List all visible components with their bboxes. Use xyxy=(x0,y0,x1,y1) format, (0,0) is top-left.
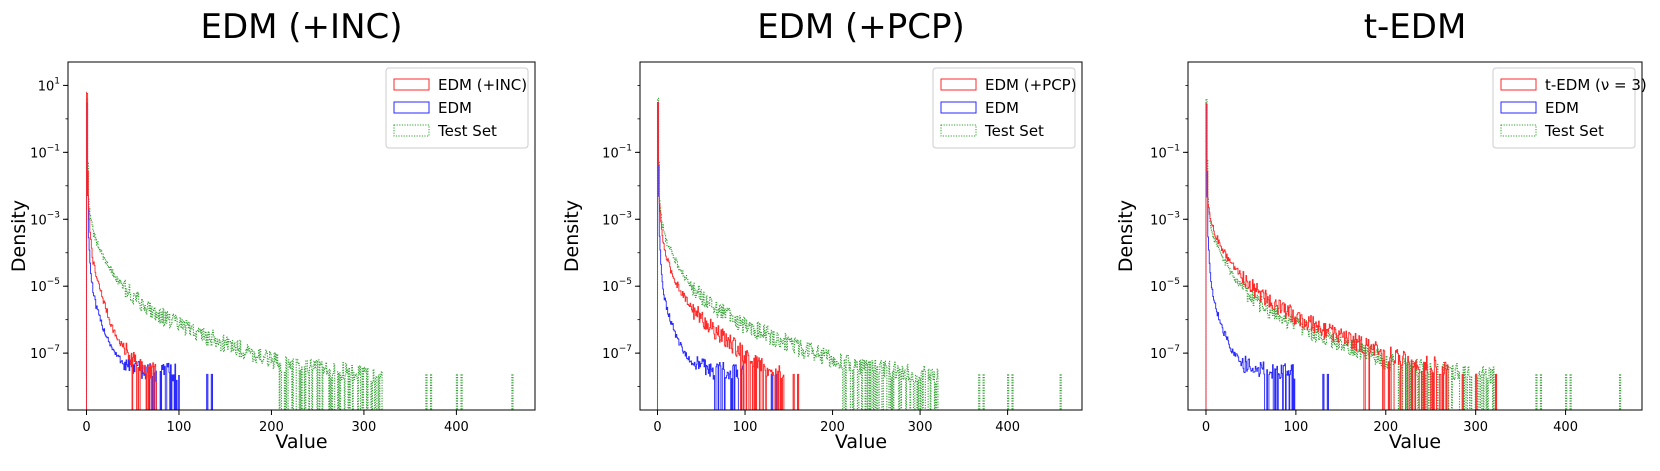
histogram-series-2 xyxy=(85,97,384,410)
x-tick-label: 200 xyxy=(820,420,845,435)
legend-swatch xyxy=(940,78,977,91)
chart-panel-edm-inc: EDM (+INC) Value Density 0 100 200 300 400 101 10… xyxy=(0,0,553,471)
legend-label: EDM xyxy=(985,99,1019,117)
x-axis-label: Value xyxy=(275,431,327,453)
histogram-series-1 xyxy=(657,102,746,410)
x-tick-label: 200 xyxy=(259,420,284,435)
legend-label: EDM (+PCP) xyxy=(985,76,1077,94)
legend-label: Test Set xyxy=(437,122,497,140)
legend-label: Test Set xyxy=(984,122,1044,140)
plot-frame xyxy=(639,61,1083,411)
chart-title: EDM (+INC) xyxy=(200,7,402,47)
plot-area xyxy=(656,97,1062,410)
chart-title: EDM (+PCP) xyxy=(757,7,965,47)
chart-svg: EDM (+PCP) Value Density 0 100 200 300 400 10−1 1… xyxy=(561,7,1083,453)
histogram-series-2 xyxy=(1205,98,1495,410)
y-tick-label: 10−5 xyxy=(602,277,632,295)
x-axis-label: Value xyxy=(1389,431,1441,453)
x-tick-label: 400 xyxy=(444,420,469,435)
y-tick-label: 10−3 xyxy=(30,210,60,228)
y-tick-label: 10−3 xyxy=(602,210,632,228)
chart-title: t-EDM xyxy=(1364,7,1467,47)
x-tick-label: 300 xyxy=(1463,420,1488,435)
legend-swatch xyxy=(393,78,430,91)
y-tick-label: 10−1 xyxy=(1150,143,1180,161)
plot-frame xyxy=(1187,61,1643,411)
legend: EDM (+PCP) EDM Test Set xyxy=(932,67,1077,149)
legend-swatch xyxy=(1500,78,1537,91)
legend-swatch xyxy=(940,101,977,114)
legend-label: EDM xyxy=(438,99,472,117)
y-tick-label: 10−7 xyxy=(1150,344,1180,362)
histogram-series-0 xyxy=(1205,102,1450,410)
legend-label: EDM xyxy=(1545,99,1579,117)
y-tick-label: 10−5 xyxy=(30,277,60,295)
chart-svg: EDM (+INC) Value Density 0 100 200 300 400 101 10… xyxy=(8,7,536,453)
legend-box xyxy=(385,67,529,149)
legend-swatch xyxy=(393,101,430,114)
x-tick-label: 0 xyxy=(1202,420,1210,435)
legend: EDM (+INC) EDM Test Set xyxy=(385,67,529,149)
legend-swatch xyxy=(940,124,977,137)
histogram-series-0 xyxy=(86,91,157,410)
chart-panel-edm-pcp: EDM (+PCP) Value Density 0 100 200 300 400 10−1 1… xyxy=(553,0,1106,471)
x-tick-label: 100 xyxy=(733,420,758,435)
legend-box xyxy=(1492,67,1636,149)
y-tick-label: 10−1 xyxy=(602,143,632,161)
histogram-series-1 xyxy=(1205,102,1297,410)
chart-panel-t-edm: t-EDM Value Density 0 100 200 300 400 10−1 10−3 10… xyxy=(1107,0,1660,471)
plot-frame xyxy=(67,61,536,411)
legend: t-EDM (ν = 3) EDM Test Set xyxy=(1492,67,1647,149)
y-axis-label: Density xyxy=(1115,200,1137,272)
chart-svg: t-EDM Value Density 0 100 200 300 400 10−1 10−3 10… xyxy=(1115,7,1647,453)
plot-area xyxy=(85,91,514,410)
x-tick-label: 200 xyxy=(1373,420,1398,435)
legend-swatch xyxy=(1500,124,1537,137)
y-tick-label: 10−1 xyxy=(30,143,60,161)
x-tick-label: 0 xyxy=(653,420,661,435)
y-axis-label: Density xyxy=(561,200,583,272)
legend-label: EDM (+INC) xyxy=(438,76,527,94)
plot-area xyxy=(1205,98,1622,410)
x-tick-label: 100 xyxy=(167,420,192,435)
x-tick-label: 400 xyxy=(1553,420,1578,435)
y-axis-label: Density xyxy=(8,200,30,272)
x-tick-label: 400 xyxy=(995,420,1020,435)
legend-swatch xyxy=(393,124,430,137)
legend-label: Test Set xyxy=(1544,122,1604,140)
histogram-series-0 xyxy=(657,102,786,410)
legend-box xyxy=(932,67,1076,149)
y-tick-label: 10−5 xyxy=(1150,277,1180,295)
histogram-series-2 xyxy=(656,97,939,410)
y-tick-label: 10−7 xyxy=(30,344,60,362)
y-tick-label: 101 xyxy=(38,76,60,94)
x-tick-label: 100 xyxy=(1283,420,1308,435)
legend-label: t-EDM (ν = 3) xyxy=(1545,76,1647,94)
y-tick-label: 10−3 xyxy=(1150,210,1180,228)
x-axis-label: Value xyxy=(835,431,887,453)
x-tick-label: 300 xyxy=(352,420,377,435)
x-tick-label: 0 xyxy=(82,420,90,435)
y-tick-label: 10−7 xyxy=(602,344,632,362)
legend-swatch xyxy=(1500,101,1537,114)
x-tick-label: 300 xyxy=(908,420,933,435)
